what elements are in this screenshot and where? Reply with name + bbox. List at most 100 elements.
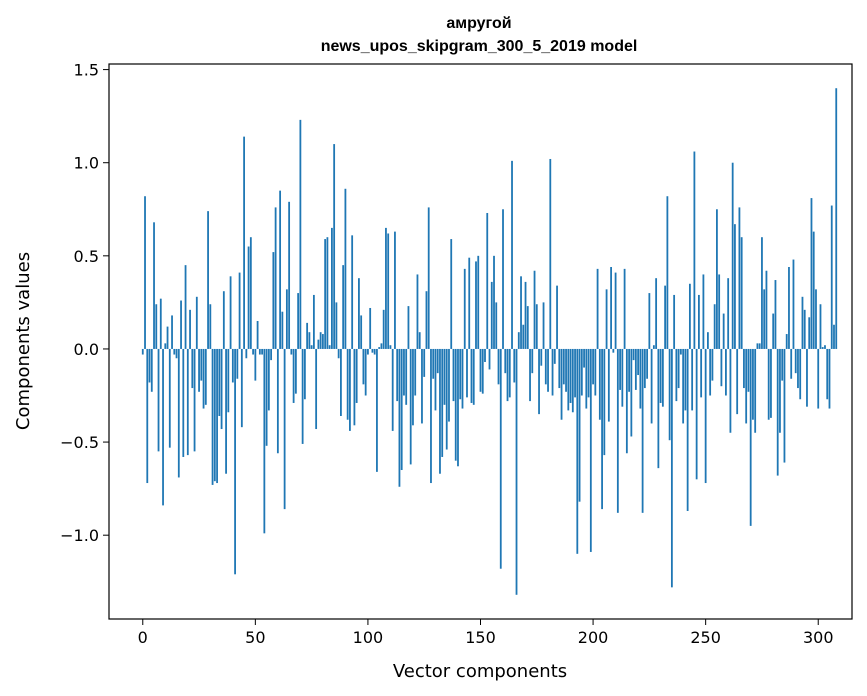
bar-156: [493, 255, 495, 349]
x-tick-label: 150: [465, 628, 496, 647]
bar-282: [776, 348, 779, 476]
bar-253: [711, 348, 714, 381]
bar-66: [290, 348, 293, 355]
bar-139: [454, 348, 457, 461]
x-tick-label: 0: [138, 628, 148, 647]
bar-303: [824, 345, 826, 349]
bar-249: [702, 274, 705, 349]
bar-19: [184, 265, 187, 349]
bar-90: [344, 188, 347, 349]
bar-77: [315, 348, 318, 430]
bar-283: [779, 348, 781, 433]
bar-153: [486, 212, 489, 349]
bar-41: [234, 348, 236, 575]
bar-17: [180, 300, 182, 349]
bar-144: [466, 348, 468, 398]
bar-306: [830, 205, 833, 349]
bar-38: [227, 348, 230, 413]
bar-101: [369, 307, 372, 349]
bar-98: [362, 348, 365, 385]
y-axis: −1.0 −0.5 0.0 0.5 1.0 1.5: [60, 61, 109, 545]
bar-28: [204, 348, 207, 405]
bar-7: [157, 348, 160, 452]
bar-202: [596, 268, 599, 349]
bar-154: [488, 348, 491, 370]
bar-9: [162, 348, 164, 506]
bar-129: [432, 348, 435, 379]
y-tick-label: 0.0: [74, 340, 99, 359]
bar-36: [222, 291, 225, 349]
bar-211: [616, 348, 619, 513]
bar-239: [679, 348, 682, 355]
bar-175: [535, 304, 538, 349]
bar-204: [601, 348, 603, 510]
bar-39: [229, 276, 232, 349]
bar-212: [619, 348, 621, 390]
bar-206: [605, 289, 608, 349]
bar-93: [351, 235, 354, 349]
bar-164: [511, 160, 513, 349]
x-tick-label: 100: [353, 628, 384, 647]
bar-149: [477, 255, 480, 349]
bar-248: [700, 348, 703, 398]
bar-80: [321, 334, 324, 349]
bar-146: [470, 348, 473, 403]
bar-21: [189, 309, 191, 349]
bar-106: [380, 343, 383, 349]
bar-226: [650, 348, 653, 424]
bar-4: [150, 348, 153, 392]
bar-201: [594, 348, 597, 396]
bar-52: [258, 348, 261, 355]
bar-242: [686, 348, 689, 511]
bar-20: [186, 348, 189, 456]
bar-262: [731, 162, 734, 349]
bar-10: [164, 343, 167, 349]
bar-260: [727, 278, 730, 349]
bar-55: [265, 348, 268, 446]
bar-169: [522, 324, 525, 349]
bar-124: [421, 348, 423, 424]
bar-83: [328, 345, 331, 349]
bar-18: [182, 348, 185, 457]
bar-135: [445, 348, 448, 450]
bar-232: [664, 285, 667, 349]
bar-119: [409, 348, 412, 465]
bar-274: [758, 343, 761, 349]
bar-94: [353, 348, 356, 426]
bar-304: [826, 348, 829, 400]
bar-50: [254, 348, 257, 381]
bar-8: [159, 298, 162, 349]
bar-240: [682, 348, 685, 424]
bar-170: [524, 281, 527, 349]
bar-308: [835, 88, 838, 349]
bar-27: [202, 348, 205, 409]
bar-16: [177, 348, 180, 478]
bar-235: [670, 348, 673, 588]
bar-173: [531, 348, 534, 374]
bar-22: [191, 348, 194, 389]
y-axis-label: Components values: [13, 252, 34, 430]
bar-155: [490, 281, 493, 349]
bar-70: [299, 119, 302, 349]
bar-196: [583, 348, 585, 368]
bar-207: [607, 348, 610, 422]
bar-238: [677, 348, 680, 389]
bar-148: [475, 261, 477, 349]
bar-255: [716, 209, 718, 349]
bar-271: [752, 348, 754, 420]
bar-294: [803, 309, 806, 349]
bar-49: [252, 348, 254, 355]
bar-26: [200, 348, 203, 381]
y-tick-label: 0.5: [74, 247, 99, 266]
bar-109: [387, 233, 390, 349]
bar-45: [243, 136, 245, 349]
bar-234: [668, 348, 671, 441]
bar-99: [364, 348, 367, 396]
bar-233: [666, 196, 669, 349]
bar-37: [225, 348, 227, 474]
bar-82: [326, 237, 329, 349]
bar-91: [346, 348, 349, 420]
x-tick-label: 250: [690, 628, 721, 647]
bar-263: [734, 224, 736, 349]
bar-270: [749, 348, 752, 526]
